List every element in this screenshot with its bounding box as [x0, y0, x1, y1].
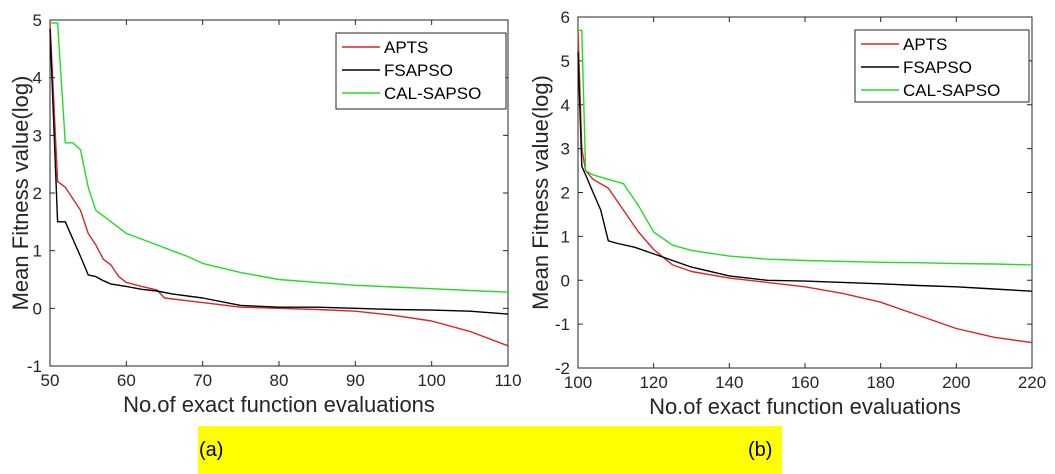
x-tick-label: 60	[117, 371, 136, 390]
y-tick-label: 3	[561, 140, 570, 159]
y-tick-label: 4	[561, 96, 570, 115]
y-axis-label: Mean Fitness value(log)	[528, 75, 553, 310]
x-tick-label: 110	[494, 371, 521, 390]
y-tick-label: 1	[33, 242, 42, 261]
y-tick-label: 2	[33, 184, 42, 203]
x-tick-label: 80	[270, 371, 289, 390]
y-tick-label: 0	[561, 271, 570, 290]
x-tick-label: 220	[1018, 373, 1046, 392]
legend-entry-apts: APTS	[384, 38, 428, 57]
x-tick-label: 100	[564, 373, 592, 392]
x-tick-label: 160	[791, 373, 819, 392]
x-axis-label: No.of exact function evaluations	[649, 394, 961, 419]
y-tick-label: 2	[561, 184, 570, 203]
y-axis-label: Mean Fitness value(log)	[8, 76, 33, 311]
legend-entry-cal-sapso: CAL-SAPSO	[384, 84, 481, 103]
y-tick-label: 4	[33, 69, 42, 88]
legend-box	[335, 32, 507, 110]
caption-b: (b)	[748, 439, 773, 461]
series-line-cal-sapso	[50, 22, 509, 293]
series-line-fsapso	[577, 52, 1033, 292]
y-tick-label: -1	[27, 357, 42, 376]
y-tick-label: 5	[561, 52, 570, 71]
caption-a: (a)	[199, 439, 224, 461]
y-tick-label: 6	[561, 8, 570, 27]
x-tick-label: 90	[346, 371, 365, 390]
y-tick-label: -1	[555, 315, 570, 334]
legend-entry-cal-sapso: CAL-SAPSO	[903, 81, 1000, 100]
legend-entry-fsapso: FSAPSO	[384, 61, 453, 80]
y-tick-label: 3	[33, 126, 42, 145]
x-tick-label: 180	[866, 373, 894, 392]
x-tick-label: 140	[715, 373, 743, 392]
chart-a: 50 60 70 80 90 100 110 -1 0 1 2 3 4 5 No.of exact func…	[8, 11, 522, 417]
caption-highlight	[198, 426, 782, 474]
series-line-cal-sapso	[578, 29, 1033, 266]
series-line-apts	[577, 30, 1033, 344]
legend-entry-fsapso: FSAPSO	[903, 58, 972, 77]
x-tick-label: 200	[942, 373, 970, 392]
y-tick-label: 5	[33, 11, 42, 30]
series-line-apts	[49, 22, 509, 347]
x-tick-label: 70	[193, 371, 212, 390]
x-axis-label: No.of exact function evaluations	[123, 392, 435, 417]
y-tick-label: -2	[555, 359, 570, 378]
x-tick-label: 100	[417, 371, 445, 390]
x-tick-label: 120	[639, 373, 667, 392]
series-line-fsapso	[49, 28, 509, 315]
legend: APTS FSAPSO CAL-SAPSO	[335, 32, 507, 110]
y-tick-label: 1	[561, 227, 570, 246]
x-tick-label: 50	[41, 371, 60, 390]
legend-entry-apts: APTS	[903, 35, 947, 54]
chart-b: 100 120 140 160 180 200 220 -2 -1 0 1 2 3 4 5 6 No.of ex…	[528, 8, 1046, 419]
y-tick-label: 0	[33, 299, 42, 318]
legend: APTS FSAPSO CAL-SAPSO	[854, 29, 1030, 103]
